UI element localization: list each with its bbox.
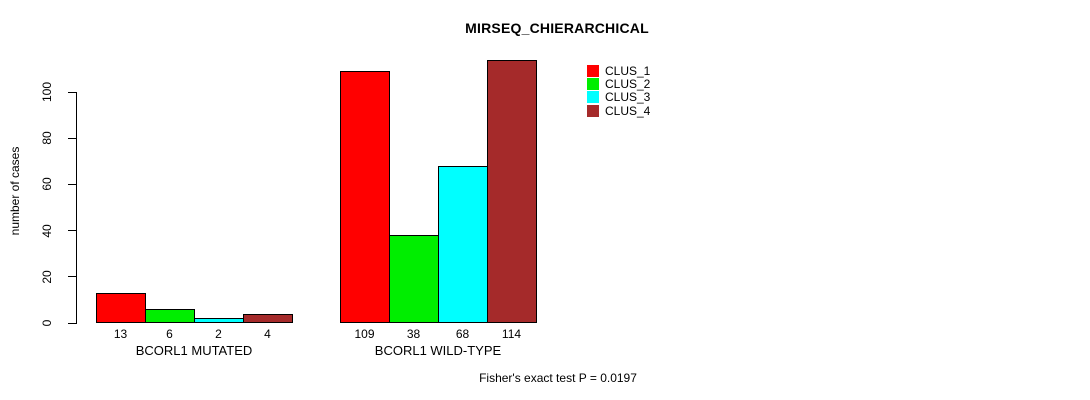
y-tick-label: 0 bbox=[40, 319, 54, 327]
y-tick-label: 80 bbox=[40, 131, 54, 145]
legend-swatch bbox=[587, 64, 599, 77]
bar-value-label: 68 bbox=[455, 327, 470, 341]
legend-label: CLUS_4 bbox=[605, 103, 651, 118]
legend-label: CLUS_2 bbox=[605, 76, 651, 91]
bar-value-label: 4 bbox=[264, 327, 271, 341]
bar-clus_4-group1 bbox=[243, 314, 293, 323]
y-axis bbox=[76, 92, 77, 324]
bar-value-label: 38 bbox=[406, 327, 421, 341]
bar-clus_2-group2 bbox=[389, 235, 439, 323]
bar-clus_3-group2 bbox=[438, 166, 488, 323]
x-category-label-wildtype: BCORL1 WILD-TYPE bbox=[374, 343, 502, 358]
y-tick-label: 100 bbox=[40, 81, 54, 103]
legend: CLUS_1 CLUS_2 CLUS_3 CLUS_4 bbox=[587, 63, 651, 118]
y-tick-label: 40 bbox=[40, 223, 54, 238]
x-category-label-mutated: BCORL1 MUTATED bbox=[135, 343, 253, 358]
y-tick-mark bbox=[68, 183, 77, 185]
y-tick-mark bbox=[68, 137, 77, 139]
y-tick-label: 60 bbox=[40, 177, 54, 192]
stat-test-caption: Fisher's exact test P = 0.0197 bbox=[479, 371, 637, 385]
y-tick-mark bbox=[68, 91, 77, 93]
legend-item: CLUS_2 bbox=[587, 76, 651, 91]
bar-value-label: 6 bbox=[166, 327, 173, 341]
y-tick-label: 20 bbox=[40, 270, 54, 284]
y-tick-mark bbox=[68, 230, 77, 232]
bar-value-label: 109 bbox=[354, 327, 375, 341]
legend-label: CLUS_1 bbox=[605, 63, 651, 78]
legend-item: CLUS_3 bbox=[587, 90, 651, 105]
bar-value-label: 13 bbox=[113, 327, 128, 341]
y-tick-mark bbox=[68, 276, 77, 278]
bar-clus_1-group1 bbox=[96, 293, 146, 323]
legend-swatch bbox=[587, 91, 599, 104]
bar-clus_4-group2 bbox=[487, 60, 537, 323]
legend-swatch bbox=[587, 77, 599, 90]
bar-clus_1-group2 bbox=[340, 71, 390, 323]
bar-clus_3-group1 bbox=[194, 318, 244, 323]
chart-title: MIRSEQ_CHIERARCHICAL bbox=[465, 20, 649, 36]
y-tick-mark bbox=[68, 322, 77, 324]
y-axis-label: number of cases bbox=[8, 146, 22, 236]
legend-label: CLUS_3 bbox=[605, 90, 651, 105]
bar-value-label: 2 bbox=[215, 327, 222, 341]
legend-item: CLUS_1 bbox=[587, 63, 651, 78]
legend-item: CLUS_4 bbox=[587, 103, 651, 118]
legend-swatch bbox=[587, 104, 599, 117]
bar-clus_2-group1 bbox=[145, 309, 195, 323]
bar-value-label: 114 bbox=[501, 327, 522, 341]
